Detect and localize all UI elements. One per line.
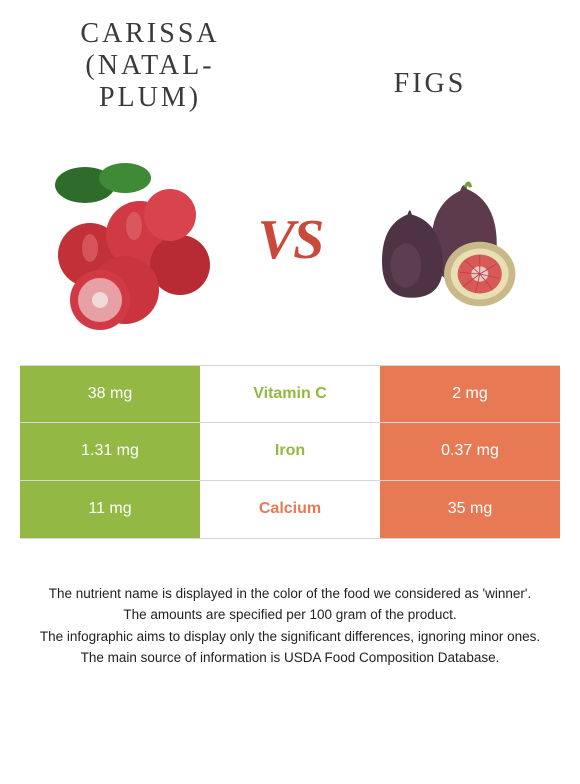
food-title-right: Figs [340,68,520,100]
nutrient-left-value: 11 mg [20,481,200,538]
nutrient-name: Iron [200,423,380,480]
table-row: 38 mg Vitamin C 2 mg [20,365,560,423]
nutrient-name: Calcium [200,481,380,538]
nutrient-name: Vitamin C [200,366,380,422]
vs-label: VS [258,208,323,272]
food-image-right [350,140,550,340]
nutrient-table: 38 mg Vitamin C 2 mg 1.31 mg Iron 0.37 m… [20,365,560,539]
images-row: VS [0,130,580,340]
footnote-line: The nutrient name is displayed in the co… [32,584,548,604]
footnotes: The nutrient name is displayed in the co… [0,539,580,668]
table-row: 1.31 mg Iron 0.37 mg [20,423,560,481]
nutrient-left-value: 38 mg [20,366,200,422]
nutrient-right-value: 0.37 mg [380,423,560,480]
footnote-line: The amounts are specified per 100 gram o… [32,605,548,625]
footnote-line: The infographic aims to display only the… [32,627,548,647]
header: Carissa (natal-plum) Figs [0,0,580,115]
nutrient-right-value: 35 mg [380,481,560,538]
nutrient-right-value: 2 mg [380,366,560,422]
food-image-left [30,140,230,340]
food-title-left: Carissa (natal-plum) [60,18,240,115]
nutrient-left-value: 1.31 mg [20,423,200,480]
table-row: 11 mg Calcium 35 mg [20,481,560,539]
footnote-line: The main source of information is USDA F… [32,648,548,668]
